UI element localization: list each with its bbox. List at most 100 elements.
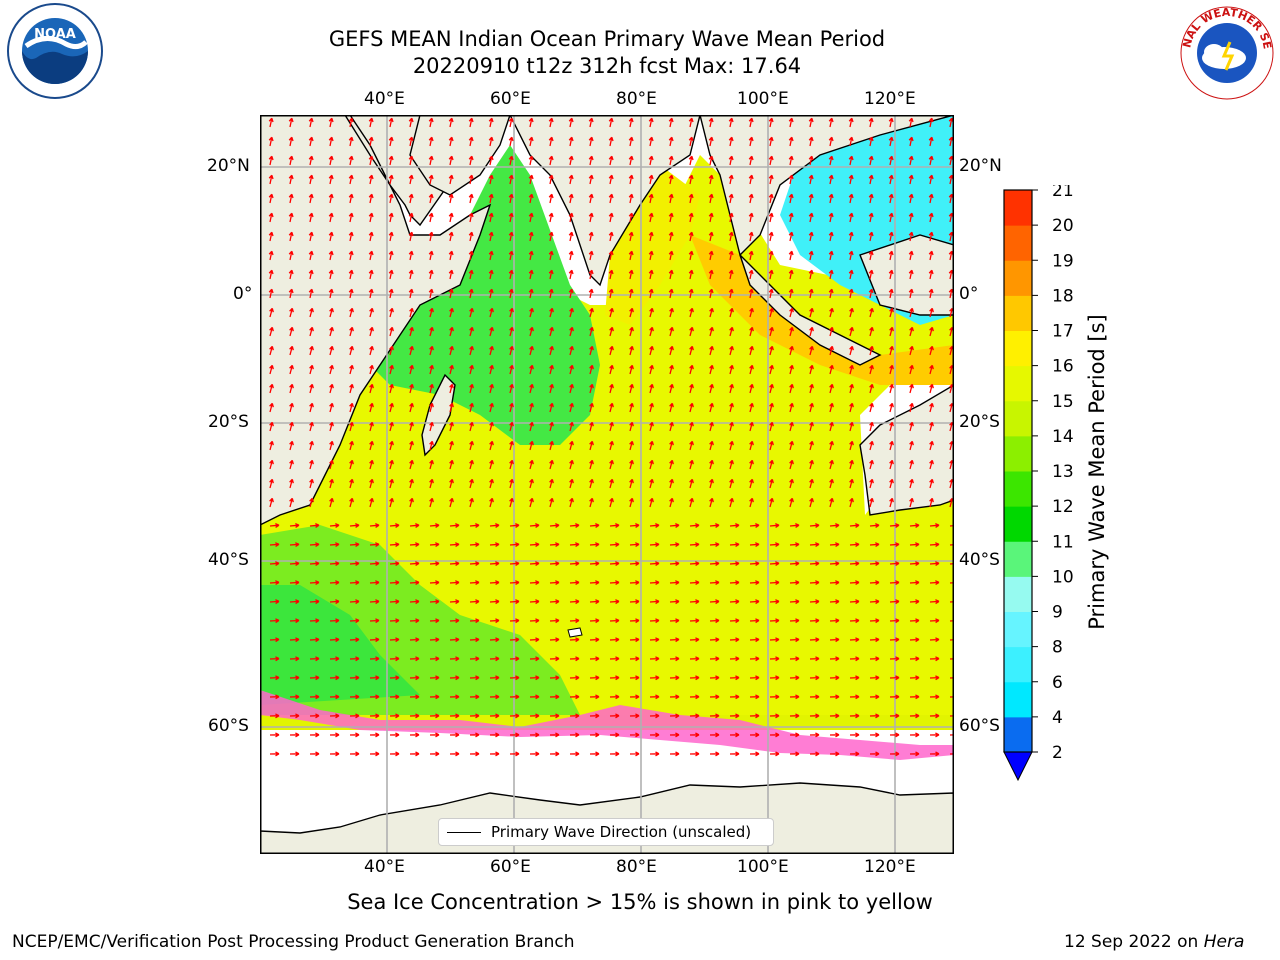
wave-direction-arrow [669, 561, 680, 567]
wave-direction-arrow [889, 307, 894, 318]
wave-direction-arrow [829, 580, 840, 586]
wave-direction-arrow [849, 561, 860, 567]
wave-direction-arrow [669, 326, 674, 337]
wave-direction-arrow [929, 637, 940, 643]
wave-direction-arrow [549, 383, 554, 394]
wave-direction-arrow [509, 656, 520, 662]
wave-direction-arrow [769, 478, 774, 489]
wave-direction-arrow [909, 326, 914, 337]
lat-tick-right-20s: 20°S [959, 412, 1000, 432]
wave-direction-arrow [269, 732, 280, 738]
wave-direction-arrow [589, 580, 600, 586]
wave-direction-arrow [909, 751, 920, 757]
wave-direction-arrow [829, 364, 834, 375]
wave-direction-arrow [549, 561, 560, 567]
wave-direction-arrow [729, 751, 740, 757]
lon-tick-top-100e: 100°E [737, 89, 789, 109]
wave-direction-arrow [609, 637, 620, 643]
wave-direction-arrow [269, 523, 280, 528]
wave-direction-arrow [889, 364, 894, 375]
wave-direction-arrow [669, 732, 680, 738]
colorbar-band [1004, 506, 1032, 542]
wave-direction-arrow [409, 542, 420, 548]
wave-direction-arrow [928, 117, 934, 128]
lat-tick-right-60s: 60°S [959, 716, 1000, 736]
wave-direction-arrow [709, 497, 714, 508]
arabia-land [409, 115, 511, 196]
wave-direction-arrow [809, 307, 814, 318]
wave-direction-arrow [548, 250, 554, 261]
wave-direction-arrow [528, 117, 534, 128]
wave-direction-arrow [889, 326, 894, 337]
wave-direction-arrow [369, 402, 374, 413]
wave-direction-arrow [509, 421, 514, 432]
wave-direction-arrow [849, 637, 860, 643]
wave-direction-arrow [269, 497, 274, 508]
colorbar-band [1004, 646, 1032, 683]
wave-direction-arrow [769, 713, 780, 719]
wave-direction-arrow [589, 637, 600, 643]
wave-direction-arrow [769, 694, 780, 700]
wave-direction-arrow [309, 656, 320, 662]
wave-direction-arrow [689, 732, 700, 738]
wave-direction-arrow [589, 478, 594, 489]
wave-direction-arrow [749, 307, 754, 318]
wave-direction-arrow [749, 383, 754, 394]
wave-direction-arrow [648, 174, 654, 185]
wave-direction-arrow [929, 345, 934, 356]
wave-direction-arrow [469, 364, 474, 375]
wave-direction-arrow [849, 618, 860, 624]
wave-direction-arrow [409, 675, 420, 681]
wave-direction-arrow [509, 440, 514, 451]
wave-direction-arrow [689, 675, 700, 681]
wave-direction-arrow [549, 345, 554, 356]
wave-direction-arrow [768, 269, 774, 280]
wave-direction-arrow [329, 694, 340, 700]
wave-direction-arrow [349, 561, 360, 567]
wave-direction-arrow [448, 193, 454, 204]
wave-direction-arrow [768, 174, 774, 185]
wave-direction-arrow [868, 288, 874, 299]
wave-direction-arrow [749, 459, 754, 470]
wave-direction-arrow [909, 694, 920, 700]
wave-direction-arrow [589, 440, 594, 451]
wave-direction-arrow [869, 675, 880, 681]
wave-direction-arrow [569, 307, 574, 318]
wave-direction-arrow [349, 751, 360, 757]
wave-direction-arrow [808, 212, 814, 223]
wave-direction-arrow [829, 345, 834, 356]
wave-direction-arrow [429, 364, 434, 375]
wave-direction-arrow [929, 694, 940, 700]
wave-direction-arrow [529, 751, 540, 757]
lat-tick-left-40s: 40°S [208, 550, 249, 570]
wave-direction-arrow [929, 478, 934, 489]
wave-direction-arrow [629, 656, 640, 662]
wave-direction-arrow [789, 675, 800, 681]
wave-direction-arrow [588, 231, 594, 242]
wave-direction-arrow [828, 155, 834, 166]
wave-direction-arrow [329, 326, 334, 337]
wave-direction-arrow [329, 561, 340, 567]
wave-direction-arrow [548, 288, 554, 299]
wave-direction-arrow [769, 599, 780, 605]
wave-direction-arrow [389, 580, 400, 586]
wave-direction-arrow [449, 561, 460, 567]
kerguelen-island [567, 627, 583, 638]
wave-direction-arrow [629, 383, 634, 394]
lat-tick-left-20s: 20°S [208, 412, 249, 432]
wave-direction-arrow [409, 402, 414, 413]
wave-direction-arrow [609, 694, 620, 700]
wave-direction-arrow [809, 656, 820, 662]
wave-direction-arrow [309, 307, 314, 318]
wave-direction-arrow [389, 383, 394, 394]
colorbar-tick-label: 8 [1052, 638, 1063, 658]
colorbar-tick-label: 19 [1052, 251, 1074, 271]
wave-direction-arrow [728, 174, 734, 185]
wave-direction-arrow [709, 599, 720, 605]
lon-tick-top-120e: 120°E [864, 89, 916, 109]
wave-direction-arrow [489, 383, 494, 394]
wave-direction-arrow [829, 421, 834, 432]
wave-direction-arrow [569, 713, 580, 719]
lat-tick-left-0: 0° [233, 284, 253, 304]
wave-direction-arrow [648, 212, 654, 223]
